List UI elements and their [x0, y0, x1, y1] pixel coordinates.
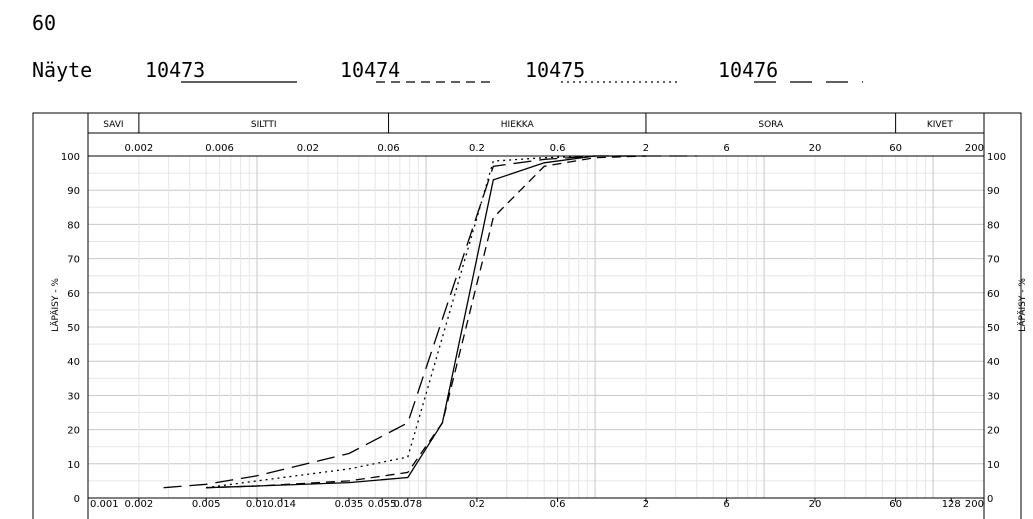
y-tick-label-left: 70	[67, 255, 80, 266]
y-tick-label-left: 60	[67, 289, 80, 300]
top-tick-label: 6	[723, 143, 729, 154]
bottom-tick-label: 0.014	[267, 499, 296, 510]
bottom-tick-label: 20	[809, 499, 822, 510]
curve-10476	[163, 155, 697, 489]
top-axis: 0.002 0.006 0.02 0.06 0.2 0.6 2 6 20 60 200	[125, 143, 984, 154]
band-label: HIEKKA	[501, 120, 535, 130]
bottom-tick-label: 200	[965, 499, 984, 510]
bottom-tick-label: 0.001	[90, 499, 119, 510]
top-tick-label: 0.6	[550, 143, 566, 154]
bottom-tick-label: 128	[942, 499, 961, 510]
top-tick-label: 0.002	[125, 143, 154, 154]
y-tick-label-right: 90	[987, 186, 1000, 197]
top-tick-label: 0.06	[377, 143, 399, 154]
band-label: SILTTI	[251, 120, 277, 130]
top-tick-label: 0.006	[205, 143, 234, 154]
sample-heading: Näyte	[32, 58, 92, 82]
y-tick-label-right: 60	[987, 289, 1000, 300]
legend-sample-id: 10474	[340, 58, 400, 82]
bottom-tick-label: 0.035	[335, 499, 364, 510]
top-tick-label: 20	[809, 143, 822, 154]
bottom-tick-label: 0.2	[469, 499, 485, 510]
y-tick-label-right: 70	[987, 255, 1000, 266]
curve-10475	[206, 155, 596, 489]
y-tick-label-left: 100	[61, 152, 80, 163]
y-axis-label-right: LÄPÄISY - %	[1017, 278, 1028, 332]
fraction-bands: SAVI SILTTI HIEKKA SORA KIVET	[87, 113, 985, 156]
plot-area	[87, 155, 985, 519]
y-tick-label-left: 40	[67, 357, 80, 368]
y-tick-label-left: 10	[67, 460, 80, 471]
y-tick-label-right: 20	[987, 426, 1000, 437]
bottom-tick-label: 6	[723, 499, 729, 510]
y-axis-label-left: LÄPÄISY - %	[50, 278, 61, 332]
sample-legend: 10473 10474 10475 10476	[145, 58, 863, 83]
y-tick-label-left: 0	[74, 494, 80, 505]
grading-curves	[163, 155, 697, 489]
y-tick-label-left: 90	[67, 186, 80, 197]
bottom-tick-label: 0.6	[550, 499, 566, 510]
bottom-tick-label: 0.078	[393, 499, 422, 510]
page-number: 60	[32, 11, 56, 35]
bottom-tick-label: 0.055	[368, 499, 397, 510]
top-tick-label: 60	[889, 143, 902, 154]
bottom-tick-label: 60	[889, 499, 902, 510]
y-tick-label-left: 30	[67, 391, 80, 402]
y-tick-label-left: 20	[67, 426, 80, 437]
y-tick-label-right: 100	[987, 152, 1006, 163]
legend-sample-id: 10473	[145, 58, 205, 82]
band-label: SORA	[758, 120, 784, 130]
top-tick-label: 0.02	[297, 143, 319, 154]
y-tick-label-right: 0	[987, 494, 993, 505]
y-tick-label-right: 40	[987, 357, 1000, 368]
top-tick-label: 0.2	[469, 143, 485, 154]
bottom-tick-label: 0.01	[246, 499, 268, 510]
y-tick-label-right: 10	[987, 460, 1000, 471]
bottom-tick-label: 2	[643, 499, 649, 510]
top-tick-label: 200	[965, 143, 984, 154]
legend-sample-id: 10476	[718, 58, 778, 82]
y-tick-label-right: 80	[987, 220, 1000, 231]
band-label: KIVET	[927, 120, 953, 130]
y-tick-label-left: 80	[67, 220, 80, 231]
y-tick-label-left: 50	[67, 323, 80, 334]
y-tick-label-right: 50	[987, 323, 1000, 334]
band-label: SAVI	[103, 120, 123, 130]
bottom-tick-label: 0.002	[125, 499, 154, 510]
right-axis: 0 10 20 30 40 50 60 70 80 90 100	[987, 152, 1006, 505]
grid-lines	[87, 155, 985, 499]
chart-frame	[32, 112, 1022, 519]
top-tick-label: 2	[643, 143, 649, 154]
bottom-tick-label: 0.005	[192, 499, 221, 510]
curve-10474	[206, 155, 647, 489]
left-axis: 0 10 20 30 40 50 60 70 80 90 100	[61, 152, 80, 505]
legend-sample-id: 10475	[525, 58, 585, 82]
y-tick-label-right: 30	[987, 391, 1000, 402]
